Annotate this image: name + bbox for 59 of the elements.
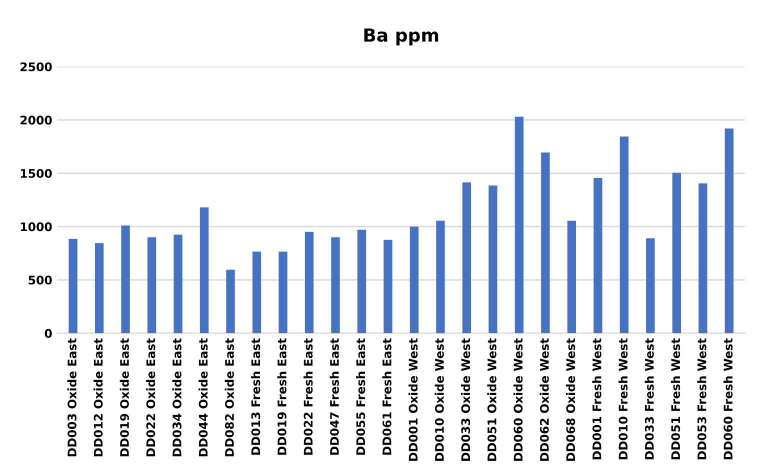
x-tick-label: DD022 Fresh East <box>304 338 313 455</box>
x-tick-label: DD033 Fresh West <box>644 338 654 460</box>
bar <box>121 226 130 334</box>
x-tick-label: DD022 Oxide East <box>146 338 156 456</box>
y-tick-label: 0 <box>44 328 52 338</box>
x-tick-label: DD010 Oxide West <box>434 338 444 461</box>
bar <box>672 172 681 334</box>
x-tick-label: DD068 Oxide West <box>566 338 576 461</box>
bar <box>488 186 498 334</box>
y-tick-label: 1500 <box>20 168 52 178</box>
bar <box>384 240 392 334</box>
x-tick-label: DD047 Fresh East <box>330 338 339 455</box>
x-tick-label: DD060 Fresh West <box>723 338 733 460</box>
bar <box>331 237 340 334</box>
bar <box>567 220 576 334</box>
bar <box>462 182 472 334</box>
bar <box>68 238 78 334</box>
bar <box>436 220 445 334</box>
x-tick-label: DD001 Fresh West <box>592 338 602 460</box>
bar <box>278 252 288 334</box>
bar <box>724 128 734 334</box>
x-tick-label: DD051 Fresh West <box>670 338 680 460</box>
x-tick-label: DD034 Oxide East <box>172 338 182 456</box>
bar <box>94 243 104 334</box>
x-tick-label: DD033 Oxide West <box>461 338 470 461</box>
bar <box>357 230 366 334</box>
x-tick-label: DD051 Oxide West <box>487 338 496 461</box>
x-tick-label: DD061 Fresh East <box>382 338 392 455</box>
x-tick-label: DD019 Oxide East <box>120 338 129 456</box>
bar <box>147 237 156 334</box>
x-tick-label: DD082 Oxide East <box>224 338 234 456</box>
x-tick-label: DD010 Fresh West <box>618 338 628 460</box>
bar <box>541 152 550 334</box>
x-tick-label: DD053 Fresh West <box>697 338 706 460</box>
bar <box>620 136 629 334</box>
bar <box>698 183 708 334</box>
bar <box>410 226 419 334</box>
bar <box>646 238 655 334</box>
y-tick-label: 2500 <box>20 62 52 72</box>
y-tick-label: 1000 <box>20 222 52 232</box>
x-tick-label: DD001 Oxide West <box>408 338 418 461</box>
bar <box>304 232 314 334</box>
x-tick-label: DD055 Fresh East <box>356 338 366 455</box>
x-tick-label: DD013 Fresh East <box>251 338 260 455</box>
bar <box>514 116 524 334</box>
bar <box>252 252 262 334</box>
y-tick-label: 2000 <box>20 116 52 125</box>
x-tick-label: DD044 Oxide East <box>198 338 208 456</box>
chart-title: Ba ppm <box>364 28 438 46</box>
x-tick-label: DD062 Oxide West <box>540 338 549 461</box>
y-tick-label: 500 <box>28 276 52 285</box>
x-tick-label: DD060 Oxide West <box>513 338 523 461</box>
bar <box>226 270 235 334</box>
bar <box>200 207 209 334</box>
x-tick-label: DD019 Fresh East <box>277 338 286 455</box>
x-tick-label: DD003 Oxide East <box>67 338 76 456</box>
bar <box>174 234 182 334</box>
x-tick-label: DD012 Oxide East <box>94 338 103 456</box>
bar <box>594 178 602 334</box>
